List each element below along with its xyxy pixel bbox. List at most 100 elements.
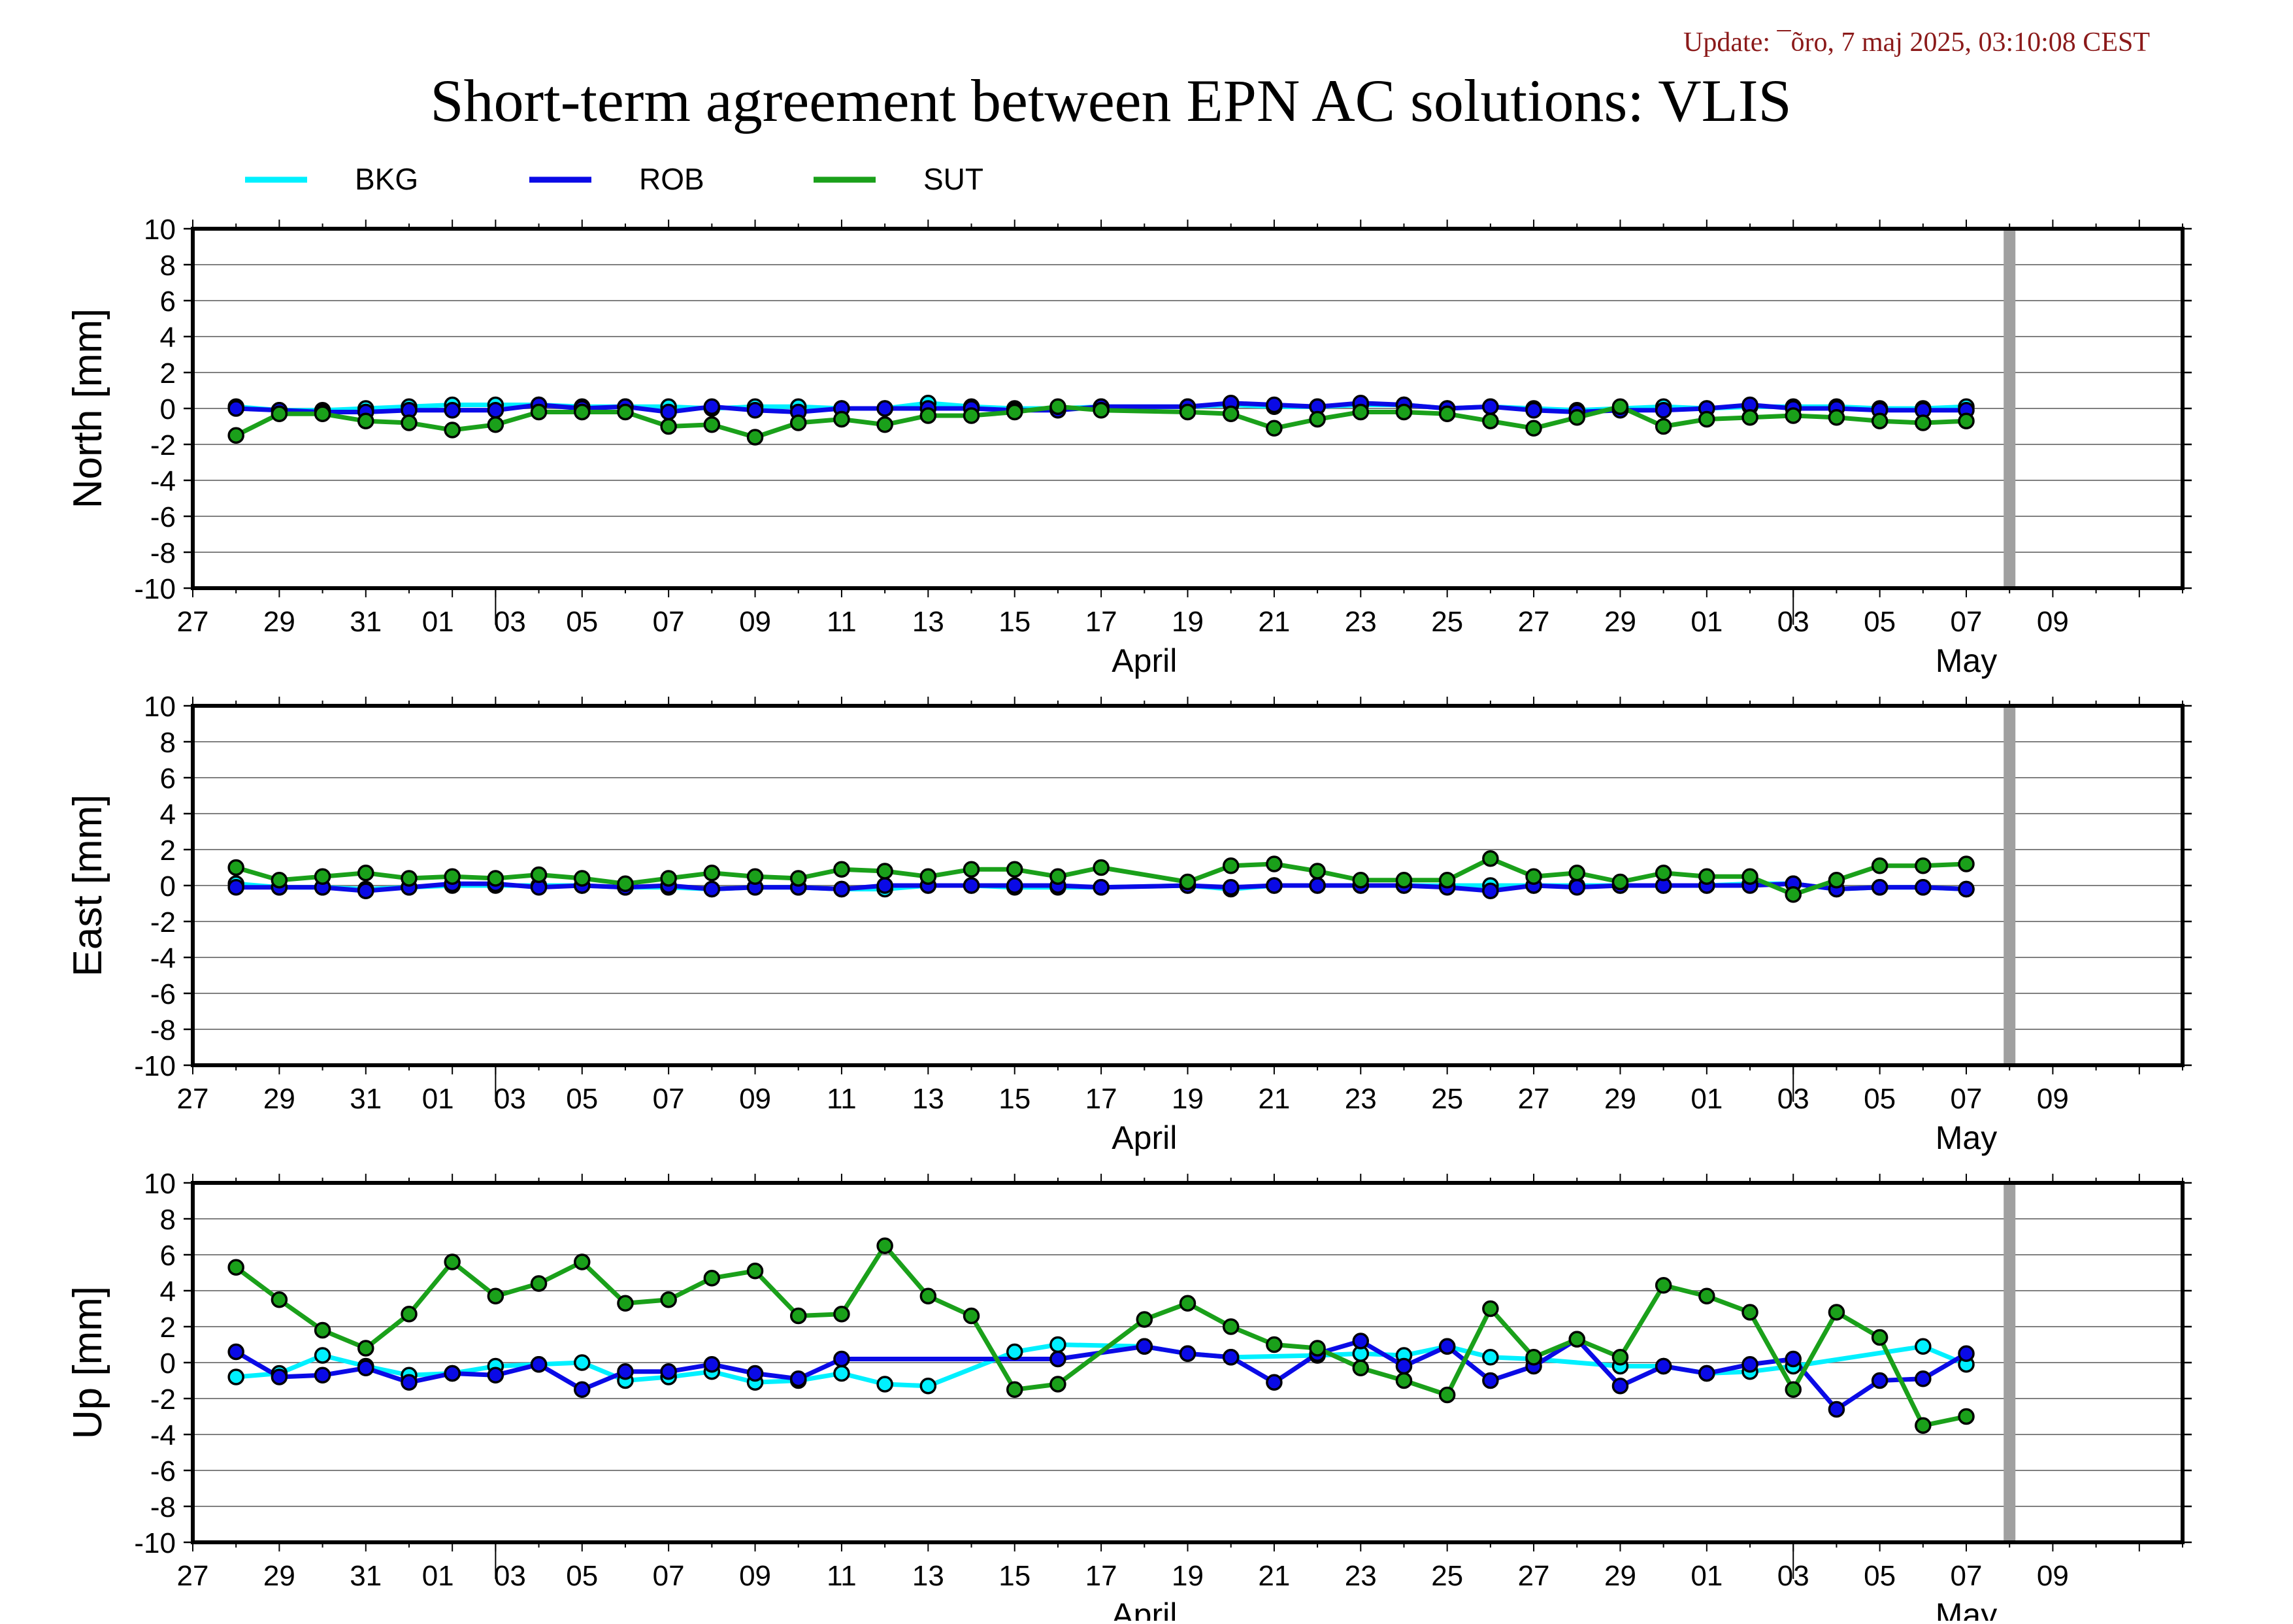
data-point-bkg (314, 1347, 331, 1364)
data-point-sut (1093, 402, 1110, 419)
x-tick-label: 01 (422, 1560, 454, 1592)
x-tick-label: 15 (998, 1560, 1031, 1592)
y-tick-label: 8 (160, 1204, 176, 1236)
data-point-rob (1871, 879, 1889, 896)
x-tick-label: 27 (1518, 1083, 1550, 1115)
data-point-rob (444, 1365, 461, 1382)
data-point-rob (444, 402, 461, 419)
x-tick-label: 27 (1518, 1560, 1550, 1592)
x-tick-label: 15 (998, 606, 1031, 638)
y-tick-label: -8 (150, 1491, 176, 1523)
data-point-sut (314, 868, 331, 885)
x-tick-label: 05 (566, 1083, 598, 1115)
y-tick-label: -6 (150, 501, 176, 533)
y-tick-label: -2 (150, 429, 176, 461)
data-point-sut (660, 870, 677, 887)
data-point-rob (487, 402, 504, 419)
data-point-sut (876, 416, 893, 433)
data-point-rob (1482, 1372, 1499, 1389)
x-tick-label: 29 (1604, 1560, 1636, 1592)
data-point-sut (919, 868, 937, 885)
x-tick-label: 03 (494, 1083, 526, 1115)
data-point-rob (1222, 879, 1240, 896)
data-point-sut (703, 1270, 721, 1287)
y-tick-label: 4 (160, 1276, 176, 1308)
data-point-rob (227, 400, 244, 417)
data-point-sut (487, 1287, 504, 1304)
x-tick-label: 23 (1345, 606, 1377, 638)
data-point-sut (401, 870, 418, 887)
data-point-sut (1915, 414, 1932, 431)
data-point-rob (1049, 1350, 1066, 1368)
y-tick-label: 10 (144, 691, 176, 723)
data-point-rob (1741, 1356, 1758, 1373)
y-tick-label: -10 (134, 1050, 176, 1082)
data-point-rob (401, 1374, 418, 1391)
data-point-sut (1958, 412, 1975, 429)
x-tick-label: 07 (1951, 1083, 1983, 1115)
data-point-sut (876, 1237, 893, 1254)
data-point-sut (1525, 420, 1542, 437)
data-point-sut (1395, 1372, 1413, 1389)
y-tick-label: 2 (160, 1312, 176, 1344)
x-tick-label: 25 (1431, 1083, 1463, 1115)
plot-frame (191, 1181, 2185, 1544)
x-tick-label: 05 (1864, 1560, 1896, 1592)
x-tick-label: 09 (739, 1083, 771, 1115)
data-point-rob (1006, 877, 1023, 894)
legend-label-rob: ROB (639, 162, 704, 196)
data-point-rob (1266, 877, 1283, 894)
data-point-rob (1698, 1365, 1715, 1382)
x-tick-label: 19 (1172, 606, 1204, 638)
y-tick-label: 0 (160, 1348, 176, 1380)
data-point-rob (746, 402, 764, 419)
series-line-sut (235, 856, 1967, 897)
data-point-sut (1785, 1381, 1802, 1398)
data-point-rob (574, 1381, 591, 1398)
y-tick-label: -10 (134, 1527, 176, 1559)
y-tick-label: -8 (150, 537, 176, 569)
x-tick-label: 07 (1951, 1560, 1983, 1592)
data-point-sut (1655, 1277, 1672, 1294)
data-point-sut (1482, 412, 1499, 429)
data-point-sut (444, 868, 461, 885)
month-label-april: April (1112, 1119, 1177, 1156)
data-point-rob (1266, 1374, 1283, 1391)
data-point-rob (1093, 879, 1110, 896)
data-point-sut (617, 1295, 634, 1312)
data-point-sut (530, 1275, 548, 1292)
chart-title: Short-term agreement between EPN AC solu… (430, 67, 1791, 134)
y-tick-label: 0 (160, 393, 176, 425)
data-point-rob (1655, 402, 1672, 419)
data-point-sut (963, 407, 980, 424)
data-point-sut (1179, 873, 1196, 891)
data-point-sut (789, 870, 807, 887)
data-point-sut (1093, 859, 1110, 876)
x-tick-label: 05 (1864, 1083, 1896, 1115)
data-point-sut (746, 1263, 764, 1280)
data-point-sut (919, 1287, 937, 1304)
panel-north: 10 8 6 42 0 -2 -4 -6 -8 -10 North [mm] 27 29 31 01 03 05… (65, 214, 2192, 679)
data-point-sut (1525, 1349, 1542, 1366)
data-point-sut (660, 418, 677, 435)
y-tick-label: 6 (160, 763, 176, 795)
update-timestamp: Update: ¯õro, 7 maj 2025, 03:10:08 CEST (1683, 27, 2150, 58)
data-point-rob (227, 879, 244, 896)
x-tick-label: 27 (177, 606, 209, 638)
x-tick-label: 27 (177, 1083, 209, 1115)
data-point-sut (1222, 405, 1240, 422)
month-label-may: May (1936, 1597, 1997, 1621)
data-point-sut (1438, 872, 1456, 889)
x-tick-label: 21 (1258, 1083, 1290, 1115)
data-point-sut (660, 1291, 677, 1308)
data-point-sut (1785, 886, 1802, 903)
data-point-sut (271, 405, 288, 422)
data-point-sut (1611, 873, 1629, 891)
y-tick-label: -4 (150, 1419, 176, 1451)
data-point-rob (314, 1367, 331, 1384)
x-tick-label: 01 (422, 1083, 454, 1115)
data-point-sut (1266, 855, 1283, 872)
x-tick-label: 07 (653, 1560, 685, 1592)
data-point-sut (357, 1340, 374, 1357)
data-point-sut (574, 403, 591, 421)
